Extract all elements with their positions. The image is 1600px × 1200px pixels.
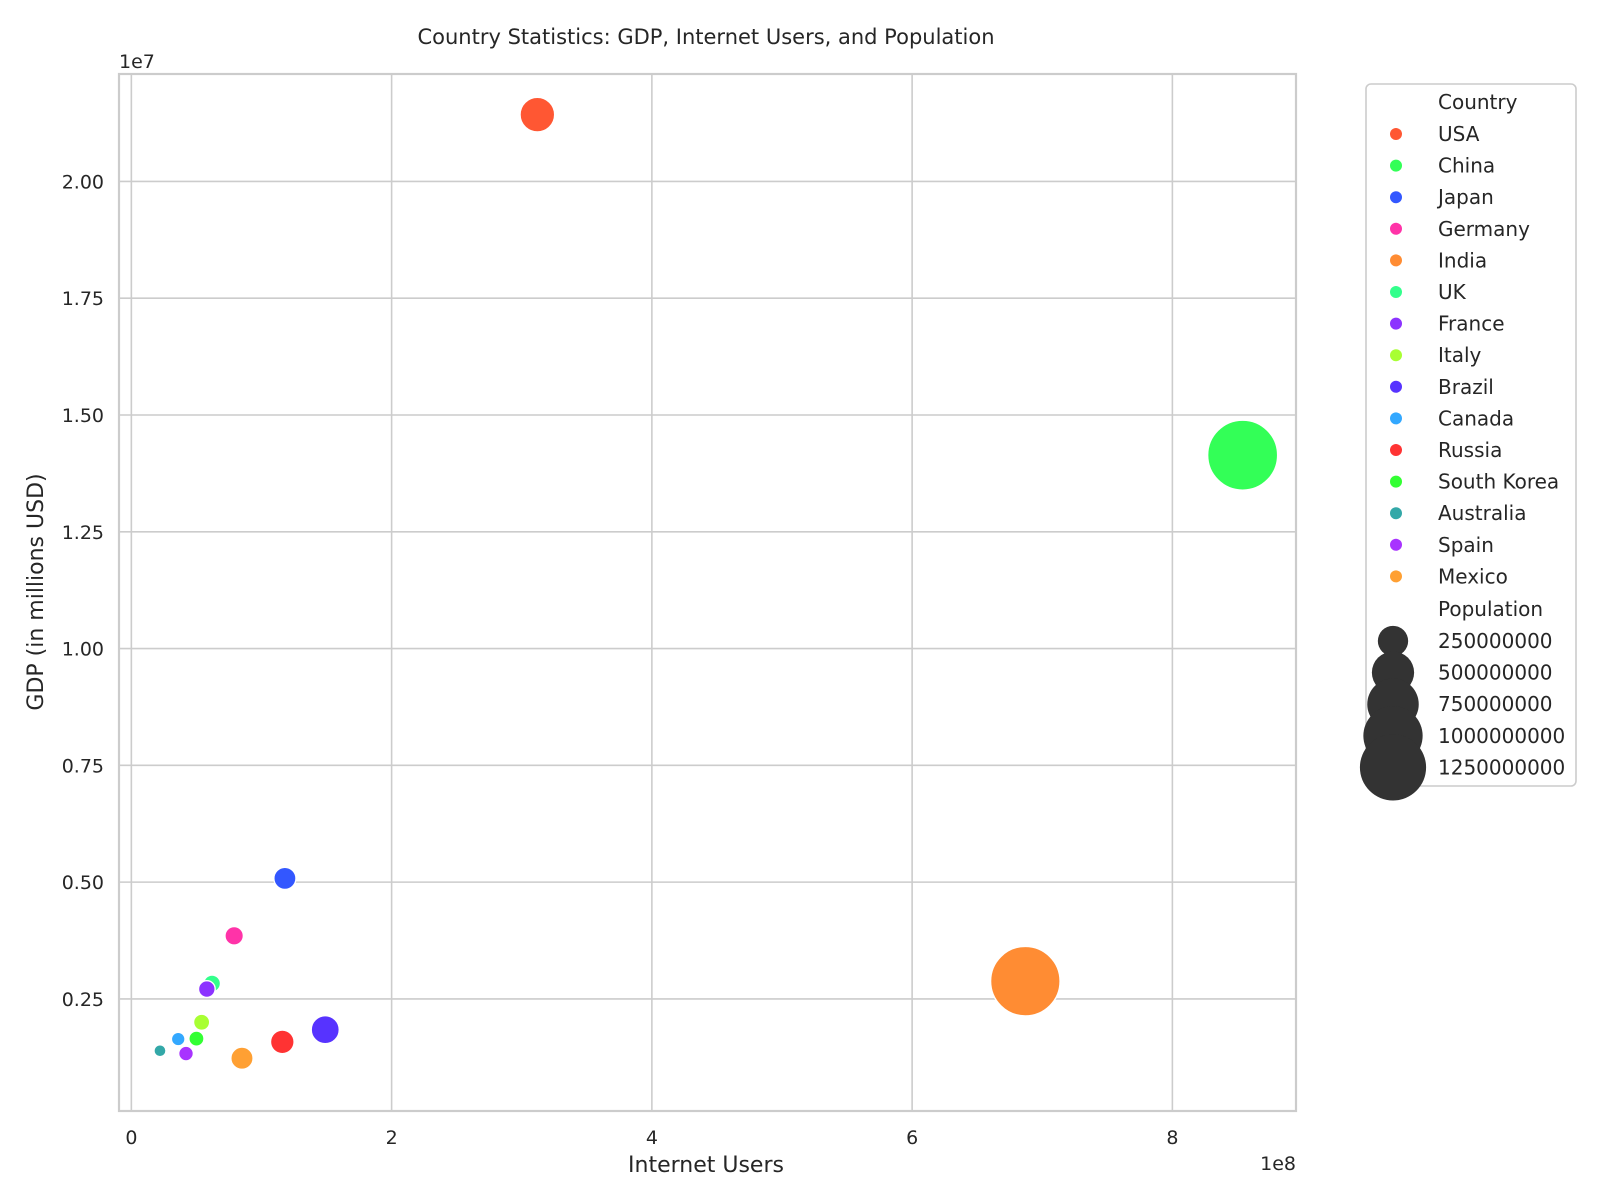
legend-box (1365, 83, 1577, 787)
y-tick-label: 1.25 (62, 522, 104, 544)
y-offset-label: 1e7 (119, 51, 155, 73)
legend-marker (1390, 538, 1402, 551)
point-spain (177, 1045, 195, 1062)
legend-population-entries: 250000000 500000000 750000000 1000000000 125… (1359, 625, 1565, 801)
legend-size-label: 750000000 (1438, 692, 1553, 716)
point-japan (273, 866, 297, 891)
y-tick-labels: 0.25 0.50 0.75 1.00 1.25 1.50 1.75 2.00 (62, 171, 104, 1010)
point-brazil (310, 1014, 340, 1045)
legend-size-label: 1250000000 (1438, 755, 1565, 779)
y-tick-label: 1.75 (62, 288, 104, 310)
legend-size-marker (1359, 734, 1427, 801)
legend-marker (1390, 128, 1402, 140)
legend-label: USA (1438, 122, 1480, 146)
x-axis-label: Internet Users (628, 1153, 784, 1178)
legend-label: South Korea (1438, 470, 1559, 494)
y-tick-label: 0.75 (62, 755, 104, 777)
point-usa (519, 96, 556, 133)
legend-marker (1390, 380, 1402, 393)
legend-marker (1390, 475, 1402, 488)
legend-label: Australia (1438, 501, 1526, 525)
legend-label: Japan (1436, 185, 1494, 209)
y-tick-label: 0.25 (62, 989, 104, 1011)
legend-country-entries: USA China Japan Germany India UK France Italy Br… (1390, 122, 1559, 588)
y-tick-label: 0.50 (62, 872, 104, 894)
legend-marker (1390, 222, 1402, 235)
y-tick-label: 1.50 (62, 405, 104, 427)
point-canada (170, 1031, 186, 1047)
x-offset-label: 1e8 (1260, 1153, 1296, 1175)
legend-label: Mexico (1438, 564, 1508, 588)
point-australia (153, 1044, 167, 1058)
legend-label: Russia (1438, 438, 1502, 462)
legend-label: Canada (1438, 406, 1514, 430)
legend-size-label: 250000000 (1438, 629, 1553, 653)
legend-label: Spain (1438, 533, 1494, 557)
legend-marker (1390, 254, 1402, 267)
point-china (1206, 419, 1279, 491)
legend-marker (1390, 159, 1402, 172)
legend-label: China (1438, 154, 1495, 178)
legend-size-title: Population (1438, 597, 1543, 621)
chart-title: Country Statistics: GDP, Internet Users,… (417, 25, 994, 49)
y-tick-label: 1.00 (62, 639, 104, 661)
legend-label: India (1438, 248, 1487, 272)
x-tick-label: 4 (646, 1127, 658, 1149)
legend-label: Italy (1438, 343, 1482, 367)
plot-frame (117, 72, 1298, 1113)
grid-lines (119, 74, 1296, 1111)
legend-marker (1390, 444, 1402, 456)
point-russia (269, 1029, 295, 1055)
data-points (153, 96, 1279, 1071)
point-italy (192, 1013, 211, 1032)
legend-marker (1390, 412, 1402, 425)
x-tick-label: 6 (906, 1127, 918, 1149)
legend-label: Brazil (1438, 375, 1494, 399)
legend-size-label: 1000000000 (1438, 724, 1565, 748)
x-tick-labels: 0 2 4 6 8 (125, 1127, 1178, 1149)
y-tick-label: 2.00 (62, 171, 104, 193)
point-mexico (230, 1046, 254, 1071)
legend-size-label: 500000000 (1438, 661, 1553, 685)
legend-label: UK (1438, 280, 1467, 304)
legend-marker (1390, 570, 1402, 583)
legend-size-marker (1377, 625, 1409, 657)
point-south-korea (188, 1030, 205, 1047)
legend-hue-title: Country (1438, 90, 1518, 114)
x-tick-label: 2 (386, 1127, 398, 1149)
legend-marker (1390, 191, 1402, 204)
x-tick-label: 0 (125, 1127, 137, 1149)
point-france (197, 980, 216, 999)
legend: Country USA China Japan Germany India UK Franc… (1359, 83, 1577, 801)
x-tick-label: 8 (1166, 1127, 1178, 1149)
legend-marker (1390, 507, 1402, 520)
legend-marker (1390, 317, 1402, 330)
legend-marker (1390, 286, 1402, 298)
legend-label: France (1438, 312, 1505, 336)
legend-label: Germany (1438, 217, 1530, 241)
point-india (989, 945, 1061, 1017)
point-germany (224, 925, 245, 946)
y-axis-label: GDP (in millions USD) (24, 473, 49, 710)
legend-marker (1390, 349, 1402, 362)
